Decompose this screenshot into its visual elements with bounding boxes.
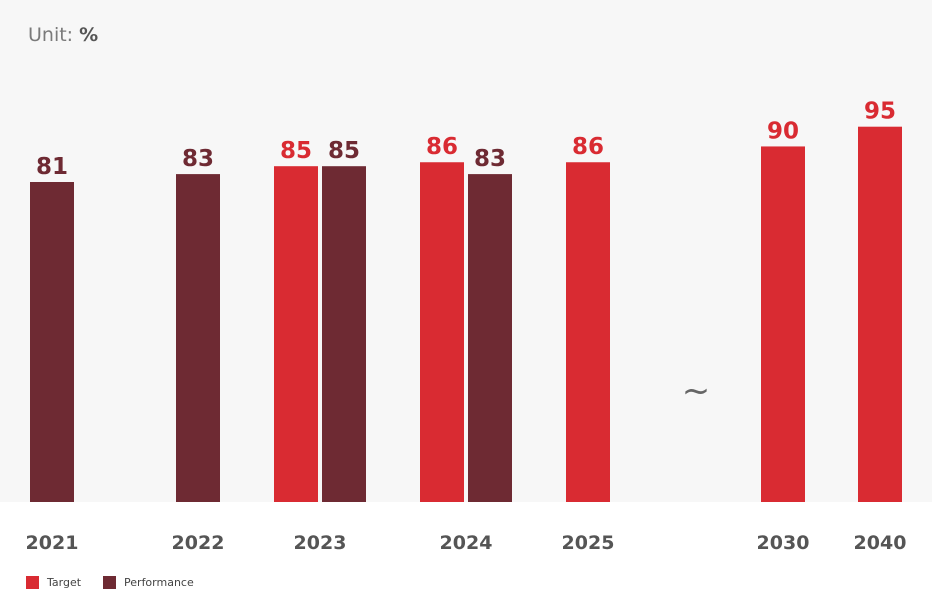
legend-label-target: Target: [47, 575, 82, 589]
bar-target-2040: [858, 126, 902, 503]
x-tick-label-2030: 2030: [757, 532, 810, 554]
unit-label: Unit: %: [28, 24, 98, 46]
x-tick-label-2022: 2022: [172, 532, 225, 554]
bar-target-2023: [274, 166, 318, 503]
value-label-performance-2023: 85: [328, 138, 360, 164]
legend-item-performance: Performance: [103, 575, 194, 589]
x-tick-label-2040: 2040: [854, 532, 907, 554]
bar-target-2025: [566, 162, 610, 502]
value-label-performance-2024: 83: [474, 146, 506, 172]
legend-swatch-target: [26, 575, 39, 589]
unit-value: %: [79, 24, 99, 46]
x-tick-label-2021: 2021: [26, 532, 79, 554]
legend-swatch-performance: [103, 575, 117, 589]
legend-label-performance: Performance: [124, 575, 194, 589]
value-label-performance-2022: 83: [182, 146, 214, 172]
x-tick-label-2025: 2025: [562, 532, 615, 554]
value-label-target-2023: 85: [280, 138, 312, 164]
bar-performance-2023: [322, 166, 366, 503]
value-label-performance-2021: 81: [36, 154, 68, 180]
unit-prefix: Unit:: [28, 24, 74, 46]
value-label-target-2040: 95: [864, 99, 896, 125]
bar-target-2024: [420, 162, 464, 502]
legend: Target Performance: [26, 575, 216, 589]
legend-item-target: Target: [26, 575, 82, 589]
bar-performance-2022: [176, 174, 220, 503]
value-label-target-2024: 86: [426, 134, 458, 160]
value-label-target-2025: 86: [572, 134, 604, 160]
bar-performance-2024: [468, 174, 512, 503]
bar-performance-2021: [30, 182, 74, 502]
x-tick-label-2024: 2024: [440, 532, 493, 554]
bar-target-2030: [761, 146, 805, 502]
axis-break-symbol: ~: [682, 371, 711, 411]
value-label-target-2030: 90: [767, 118, 799, 144]
x-tick-label-2023: 2023: [294, 532, 347, 554]
bar-chart: 81 2021 83 2022 85 85 2023 86 83 2024 86 2025 90 2030…: [26, 99, 907, 554]
